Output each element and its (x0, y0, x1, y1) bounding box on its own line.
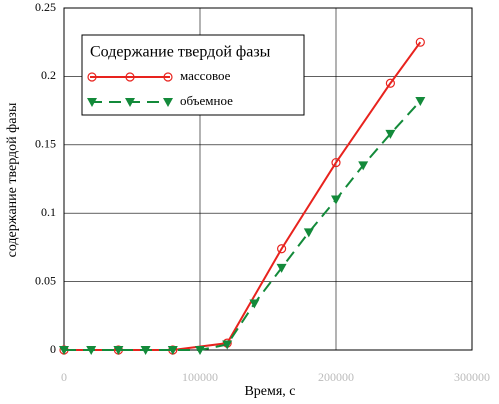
marker (87, 98, 97, 107)
legend-label: объемное (180, 93, 233, 108)
marker (86, 346, 97, 355)
marker (59, 346, 69, 355)
marker (303, 228, 314, 238)
marker (113, 346, 124, 355)
y-tick-label: 0 (50, 342, 56, 356)
marker (277, 244, 287, 254)
x-tick-label: 100000 (182, 370, 218, 384)
marker (167, 346, 178, 355)
marker (163, 98, 173, 107)
marker (385, 78, 395, 88)
y-tick-label: 0.1 (41, 205, 56, 219)
x-tick-label: 300000 (454, 370, 490, 384)
marker (87, 72, 97, 82)
marker (222, 340, 233, 350)
y-axis-label: содержание твердой фазы (5, 102, 20, 257)
x-tick-label: 0 (61, 370, 67, 384)
marker (163, 72, 173, 82)
legend-title: Содержание твердой фазы (90, 44, 271, 61)
y-tick-label: 0.05 (35, 273, 56, 287)
marker (140, 346, 151, 355)
marker (385, 129, 396, 139)
marker (358, 161, 369, 171)
marker (125, 72, 135, 82)
marker (195, 346, 205, 355)
y-tick-label: 0.2 (41, 68, 56, 82)
marker (125, 98, 135, 107)
marker (415, 37, 425, 47)
marker (249, 299, 260, 309)
y-tick-label: 0.15 (35, 137, 56, 151)
marker (276, 263, 287, 273)
legend-label: массовое (180, 68, 231, 83)
marker (331, 157, 341, 168)
y-tick-label: 0.25 (35, 0, 56, 14)
marker (415, 97, 426, 107)
x-axis-label: Время, с (244, 384, 295, 399)
x-tick-label: 200000 (318, 370, 354, 384)
series-line (64, 100, 422, 351)
marker (331, 195, 341, 205)
